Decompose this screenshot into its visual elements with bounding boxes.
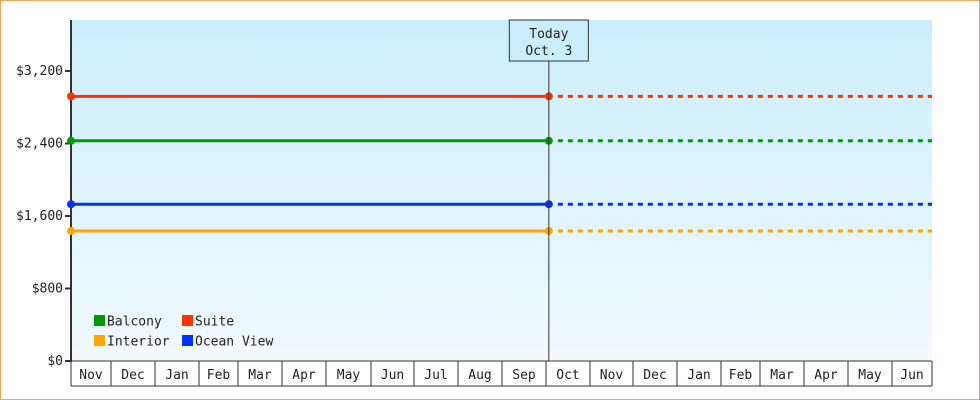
x-tick-label: Jan — [687, 368, 710, 383]
legend-swatch — [94, 335, 105, 346]
legend-swatch — [94, 315, 105, 326]
x-tick-label: May — [337, 368, 361, 383]
data-point[interactable] — [67, 92, 75, 101]
x-tick-label: Nov — [600, 368, 624, 383]
x-tick-label: Apr — [814, 368, 838, 383]
x-axis: Nov Dec Jan Feb Mar Apr May Jun Jul Aug Sep Oct Nov D… — [70, 360, 933, 387]
today-label: Today — [529, 27, 568, 42]
plot-area — [71, 20, 932, 361]
y-tick-label: $3,200 — [16, 64, 63, 79]
x-tick-label: Oct — [556, 368, 579, 383]
x-tick-label: Aug — [468, 368, 491, 383]
x-tick-label: Nov — [79, 368, 103, 383]
y-axis: $0 $800 $1,600 $2,400 $3,200 — [16, 20, 72, 369]
today-marker: Today Oct. 3 — [508, 19, 589, 361]
legend-label: Suite — [195, 315, 234, 330]
x-tick-label: Jan — [165, 368, 188, 383]
y-tick-label: $800 — [32, 282, 63, 297]
x-tick-label: Apr — [292, 368, 316, 383]
today-box — [508, 19, 589, 62]
legend: Balcony Suite Interior Ocean View — [94, 315, 273, 350]
y-tick-label: $1,600 — [16, 209, 63, 224]
data-point[interactable] — [67, 200, 75, 209]
legend-swatch — [182, 335, 193, 346]
y-tick-label: $2,400 — [16, 137, 63, 152]
x-tick-label: Feb — [729, 368, 753, 383]
legend-label: Interior — [107, 335, 170, 350]
x-tick-label: Dec — [121, 368, 144, 383]
today-date: Oct. 3 — [525, 44, 572, 59]
x-tick-label: Sep — [512, 368, 536, 383]
x-tick-label: Mar — [770, 368, 794, 383]
x-tick-label: Mar — [248, 368, 272, 383]
x-tick-label: May — [858, 368, 882, 383]
legend-label: Balcony — [107, 315, 162, 330]
legend-swatch — [182, 315, 193, 326]
x-tick-label: Feb — [207, 368, 231, 383]
legend-label: Ocean View — [195, 335, 273, 350]
x-tick-label: Jun — [381, 368, 404, 383]
data-point[interactable] — [67, 136, 75, 145]
series-group — [67, 92, 932, 235]
data-point[interactable] — [67, 226, 75, 235]
x-tick-label: Dec — [643, 368, 666, 383]
y-tick-label: $0 — [47, 354, 63, 369]
x-tick-label: Jun — [900, 368, 923, 383]
x-tick-label: Jul — [424, 368, 447, 383]
